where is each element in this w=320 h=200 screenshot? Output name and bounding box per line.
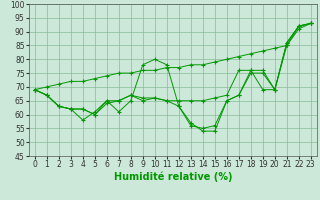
X-axis label: Humidité relative (%): Humidité relative (%) [114, 172, 232, 182]
